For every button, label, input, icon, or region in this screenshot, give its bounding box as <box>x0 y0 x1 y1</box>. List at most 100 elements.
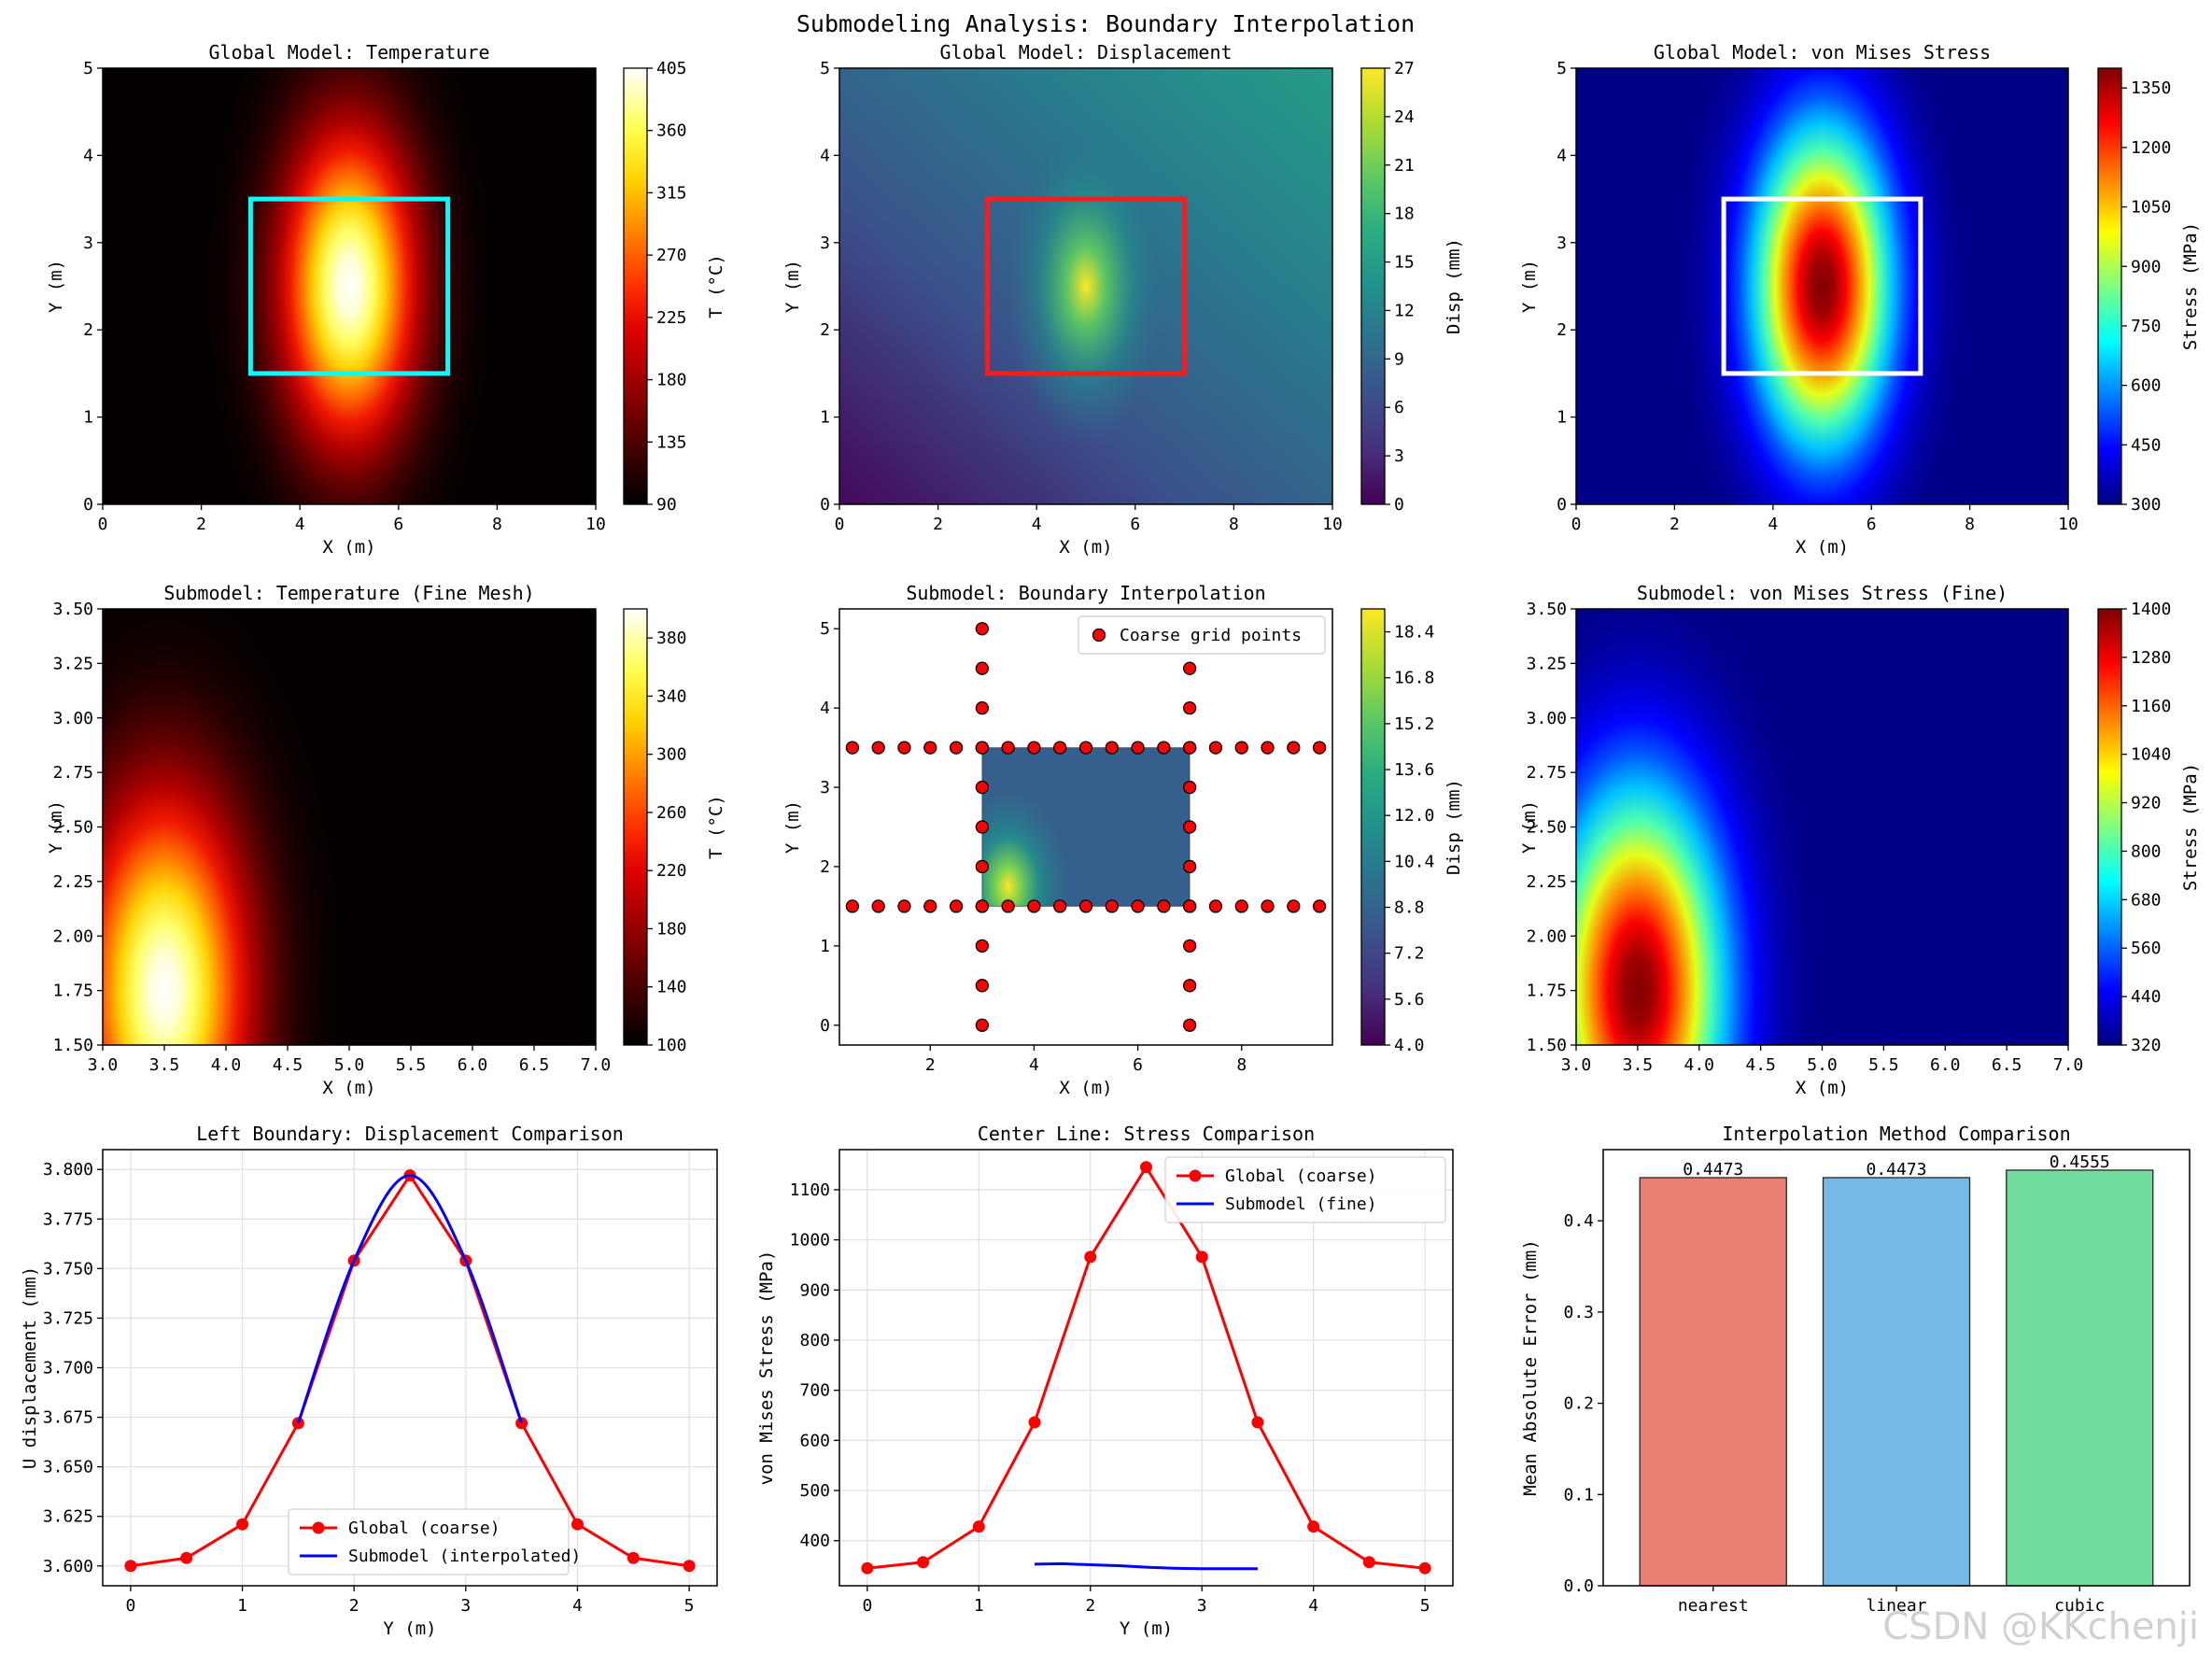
x-tick-label: 10 <box>585 515 606 534</box>
y-tick-label: 400 <box>799 1532 830 1551</box>
x-axis-label: X (m) <box>1796 1078 1849 1098</box>
coarse-grid-point <box>1157 741 1171 755</box>
x-tick-label: 6.5 <box>1992 1055 2022 1075</box>
coarse-grid-point <box>1131 741 1145 755</box>
panel-title: Submodel: Boundary Interpolation <box>906 582 1265 604</box>
colorbar-tick-label: 90 <box>656 495 677 515</box>
colorbar-tick-label: 180 <box>656 371 687 390</box>
colorbar-tick-label: 340 <box>656 686 687 706</box>
coarse-grid-point <box>975 859 989 874</box>
x-tick-label: 7.0 <box>2053 1055 2084 1075</box>
y-tick-label: 2 <box>83 320 93 340</box>
contour-field <box>103 609 596 1045</box>
coarse-grid-point <box>949 741 964 755</box>
x-tick-label: cubic <box>2054 1596 2105 1616</box>
colorbar-tick-label: 560 <box>2131 939 2162 958</box>
legend-label: Submodel (interpolated) <box>348 1547 581 1566</box>
panel-title: Left Boundary: Displacement Comparison <box>196 1123 624 1145</box>
x-axis-label: X (m) <box>322 537 375 558</box>
coarse-grid-point <box>1183 741 1197 755</box>
y-tick-label: 1000 <box>790 1231 830 1250</box>
y-tick-label: 0.4 <box>1563 1211 1594 1231</box>
panel-p5: Submodel: Boundary Interpolation Coarse g… <box>782 582 1464 1098</box>
colorbar <box>1360 67 1386 505</box>
coarse-grid-point <box>1053 899 1067 913</box>
coarse-grid-point <box>1078 899 1093 913</box>
coarse-grid-point <box>1208 899 1223 913</box>
x-tick-label: 2 <box>349 1596 359 1616</box>
colorbar-label: T (°C) <box>706 254 726 318</box>
y-tick-label: 4 <box>83 146 93 165</box>
y-tick-label: 800 <box>799 1331 830 1350</box>
coarse-grid-point <box>975 899 989 913</box>
y-tick-label: 0.3 <box>1563 1303 1594 1322</box>
colorbar-tick-label: 9 <box>1394 349 1404 369</box>
colorbar-label: T (°C) <box>706 795 726 859</box>
coarse-grid-point <box>1183 899 1197 913</box>
y-tick-label: 2.00 <box>53 926 93 946</box>
series-point <box>1195 1250 1208 1264</box>
colorbar-tick-label: 7.2 <box>1394 944 1425 964</box>
y-tick-label: 1.75 <box>53 982 93 1001</box>
series-point <box>627 1551 640 1564</box>
y-tick-label: 3 <box>820 233 830 253</box>
colorbar-tick-label: 27 <box>1394 59 1415 78</box>
y-tick-label: 500 <box>799 1481 830 1501</box>
y-tick-label: 5 <box>820 59 830 78</box>
coarse-grid-point <box>897 899 911 913</box>
axes-frame <box>1575 608 2069 1046</box>
y-tick-label: 1 <box>1557 408 1567 428</box>
x-axis-label: X (m) <box>1059 537 1112 558</box>
colorbar <box>623 608 648 1046</box>
x-tick-label: 6 <box>1130 515 1140 534</box>
coarse-grid-point <box>1261 741 1275 755</box>
series-point <box>1418 1561 1431 1575</box>
x-tick-label: linear <box>1866 1596 1926 1616</box>
x-tick-label: 1 <box>974 1596 984 1616</box>
x-tick-label: 8 <box>1229 515 1239 534</box>
x-tick-label: 3.0 <box>1561 1055 1592 1075</box>
y-tick-label: 2.50 <box>1527 818 1567 838</box>
y-tick-label: 3.750 <box>43 1259 93 1279</box>
colorbar-tick-label: 315 <box>656 183 687 203</box>
coarse-grid-point <box>1131 899 1145 913</box>
submodel-peak <box>981 787 1071 907</box>
coarse-grid-point <box>975 741 989 755</box>
x-axis-label: X (m) <box>1059 1078 1112 1098</box>
y-tick-label: 3.625 <box>43 1507 93 1527</box>
panel-title: Center Line: Stress Comparison <box>978 1123 1315 1145</box>
coarse-grid-point <box>845 899 860 913</box>
colorbar-tick-label: 1200 <box>2131 138 2171 158</box>
series-point <box>917 1556 930 1569</box>
axes-frame <box>838 608 1333 1046</box>
y-tick-label: 5 <box>83 59 93 78</box>
colorbar-tick-label: 10.4 <box>1394 852 1434 871</box>
coarse-grid-point <box>845 741 860 755</box>
x-tick-label: 0 <box>98 515 108 534</box>
legend-label: Submodel (fine) <box>1225 1194 1377 1214</box>
x-tick-label: 5.0 <box>334 1055 365 1075</box>
y-tick-label: 2.75 <box>1527 763 1567 783</box>
colorbar-tick-label: 100 <box>656 1036 687 1055</box>
series-point <box>683 1560 696 1573</box>
x-tick-label: 0 <box>835 515 845 534</box>
y-tick-label: 3.50 <box>1527 600 1567 619</box>
colorbar-label: Disp (mm) <box>1444 779 1464 875</box>
x-tick-label: 5.5 <box>1868 1055 1899 1075</box>
y-tick-label: 0.1 <box>1563 1485 1594 1505</box>
y-tick-label: 3 <box>1557 233 1567 253</box>
x-tick-label: 2 <box>925 1055 936 1075</box>
colorbar-tick-label: 270 <box>656 246 687 265</box>
x-tick-label: 6 <box>1867 515 1877 534</box>
coarse-grid-point <box>1053 741 1067 755</box>
x-tick-label: 8 <box>1965 515 1975 534</box>
series-point <box>236 1518 249 1531</box>
x-tick-label: 8 <box>1236 1055 1247 1075</box>
coarse-grid-point <box>1027 899 1041 913</box>
legend-label: Coarse grid points <box>1120 626 1302 645</box>
colorbar-tick-label: 18.4 <box>1394 623 1434 643</box>
y-tick-label: 3.700 <box>43 1359 93 1378</box>
contour-field <box>1576 609 2068 1045</box>
